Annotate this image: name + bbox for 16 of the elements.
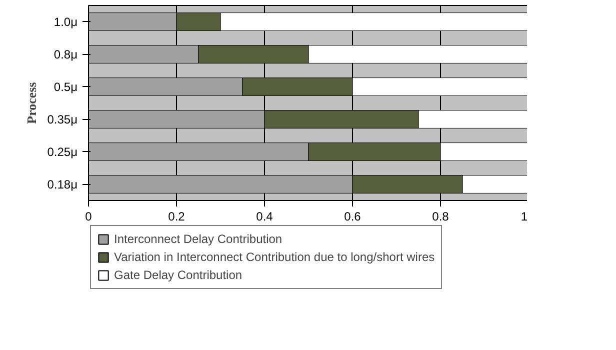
- x-tick-label: 0.4: [256, 210, 274, 224]
- x-tick-label: 0.8: [432, 210, 450, 224]
- x-tick-label: 0.6: [344, 210, 362, 224]
- y-tick-label: 1.0μ: [54, 14, 78, 29]
- x-tick-label: 0: [85, 210, 92, 224]
- x-tick-label: 0.2: [168, 210, 186, 224]
- legend-label: Variation in Interconnect Contribution due to long/short wires: [114, 250, 435, 264]
- legend-label: Interconnect Delay Contribution: [114, 232, 282, 246]
- y-tick-label: 0.5μ: [54, 80, 78, 94]
- legend-label: Gate Delay Contribution: [114, 268, 242, 282]
- y-tick-label: 0.35μ: [47, 112, 78, 126]
- y-tick-label: 0.25μ: [47, 144, 78, 159]
- y-axis-title: Process: [24, 82, 40, 124]
- y-tick-label: 0.18μ: [47, 177, 78, 192]
- x-tick-label: 1: [520, 210, 528, 224]
- y-tick-label: 0.8μ: [54, 47, 78, 62]
